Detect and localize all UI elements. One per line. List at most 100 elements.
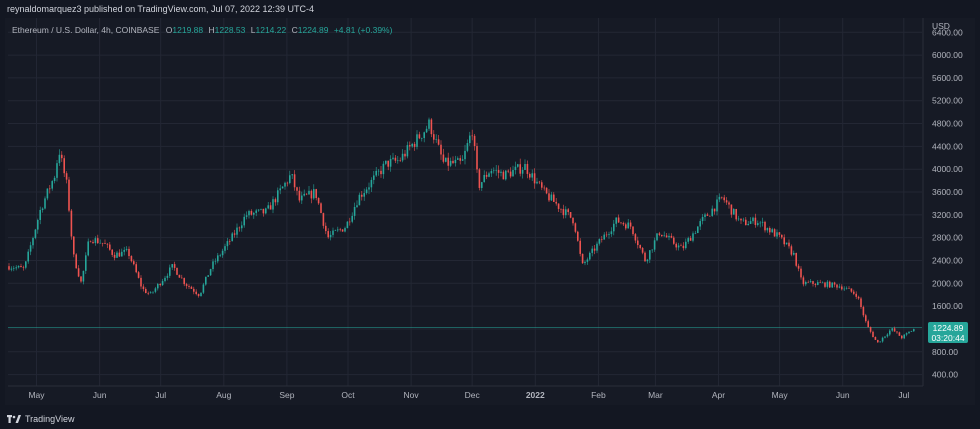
candle-body xyxy=(560,208,562,210)
candle-body xyxy=(884,336,886,338)
candle-body xyxy=(665,235,668,238)
candle-body xyxy=(814,284,817,285)
candle-body xyxy=(421,138,423,139)
candle-body xyxy=(769,228,771,233)
candle-body xyxy=(459,158,461,161)
candle-body xyxy=(68,179,70,211)
candle-body xyxy=(783,237,785,245)
candle-body xyxy=(325,225,327,232)
candle-body xyxy=(399,160,401,162)
candle-body xyxy=(531,173,533,178)
candle-body xyxy=(329,234,332,238)
candle-body xyxy=(641,247,644,253)
candle-body xyxy=(725,200,728,203)
candle-body xyxy=(202,284,205,293)
candle-body xyxy=(181,277,183,279)
candle-body xyxy=(805,282,807,285)
ohlc-legend: Ethereum / U.S. Dollar, 4h, COINBASE O12… xyxy=(12,25,392,35)
candle-body xyxy=(20,265,22,268)
y-tick-label: 6000.00 xyxy=(932,50,963,60)
candle-body xyxy=(34,229,37,239)
candle-body xyxy=(101,242,104,244)
candle-body xyxy=(658,233,661,235)
candle-body xyxy=(721,196,723,198)
candle-body xyxy=(596,243,598,251)
candle-body xyxy=(557,203,560,209)
candle-body xyxy=(622,223,625,225)
candle-body xyxy=(17,265,20,268)
candle-body xyxy=(94,238,97,244)
candle-body xyxy=(104,243,106,244)
y-tick-label: 4800.00 xyxy=(932,119,963,129)
candle-body xyxy=(694,233,697,234)
candle-body xyxy=(315,189,317,198)
candle-body xyxy=(99,242,101,244)
candle-body xyxy=(106,243,109,245)
y-tick-label: 3600.00 xyxy=(932,187,963,197)
candle-body xyxy=(452,160,454,164)
candle-body xyxy=(860,298,862,308)
candle-body xyxy=(296,187,298,191)
candle-body xyxy=(308,190,310,195)
candle-body xyxy=(627,222,629,229)
chart-frame[interactable] xyxy=(5,18,975,405)
candle-body xyxy=(913,329,915,332)
candle-body xyxy=(848,288,850,289)
candle-body xyxy=(409,145,411,147)
candle-body xyxy=(221,250,224,256)
candle-body xyxy=(437,139,440,145)
candle-body xyxy=(497,170,500,173)
candle-body xyxy=(517,164,519,167)
candle-body xyxy=(620,222,622,224)
candle-body xyxy=(454,159,457,164)
candle-body xyxy=(382,163,385,175)
candle-body xyxy=(500,171,502,173)
y-tick-label: 6400.00 xyxy=(932,27,963,37)
candle-body xyxy=(358,194,361,206)
candle-body xyxy=(365,189,368,194)
candle-body xyxy=(370,179,373,188)
candle-body xyxy=(226,241,229,247)
candle-body xyxy=(610,231,613,235)
x-tick-label: May xyxy=(772,390,789,400)
candle-body xyxy=(562,209,565,216)
candle-body xyxy=(233,233,236,235)
candle-body xyxy=(865,315,867,322)
candle-body xyxy=(723,197,725,201)
candle-body xyxy=(752,217,754,222)
tradingview-brand: TradingView xyxy=(25,414,75,424)
candle-body xyxy=(13,268,15,269)
candle-body xyxy=(284,182,286,187)
candle-body xyxy=(603,234,605,240)
candle-body xyxy=(845,288,848,289)
candle-body xyxy=(754,217,757,225)
candle-body xyxy=(773,229,776,237)
high-label: H xyxy=(208,25,215,35)
candle-body xyxy=(584,261,586,264)
candle-body xyxy=(617,217,620,223)
candle-body xyxy=(903,334,905,339)
candle-body xyxy=(833,282,836,285)
candle-body xyxy=(829,281,831,288)
x-tick-label: Sep xyxy=(279,390,294,400)
candle-body xyxy=(699,221,701,227)
candle-body xyxy=(776,232,778,237)
y-tick-label: 1600.00 xyxy=(932,301,963,311)
candle-body xyxy=(305,193,308,195)
candle-body xyxy=(541,182,543,188)
candle-body xyxy=(629,222,632,227)
open-value: 1219.88 xyxy=(172,25,204,35)
candle-body xyxy=(116,252,118,258)
candle-body xyxy=(682,245,685,249)
candle-body xyxy=(495,170,497,171)
candle-body xyxy=(212,261,214,270)
candle-body xyxy=(130,256,133,262)
candle-body xyxy=(159,283,161,286)
candle-body xyxy=(488,173,490,177)
candle-body xyxy=(764,221,766,231)
candle-body xyxy=(598,239,601,244)
x-tick-label: Oct xyxy=(341,390,355,400)
candle-body xyxy=(862,307,865,316)
candle-body xyxy=(344,228,346,232)
